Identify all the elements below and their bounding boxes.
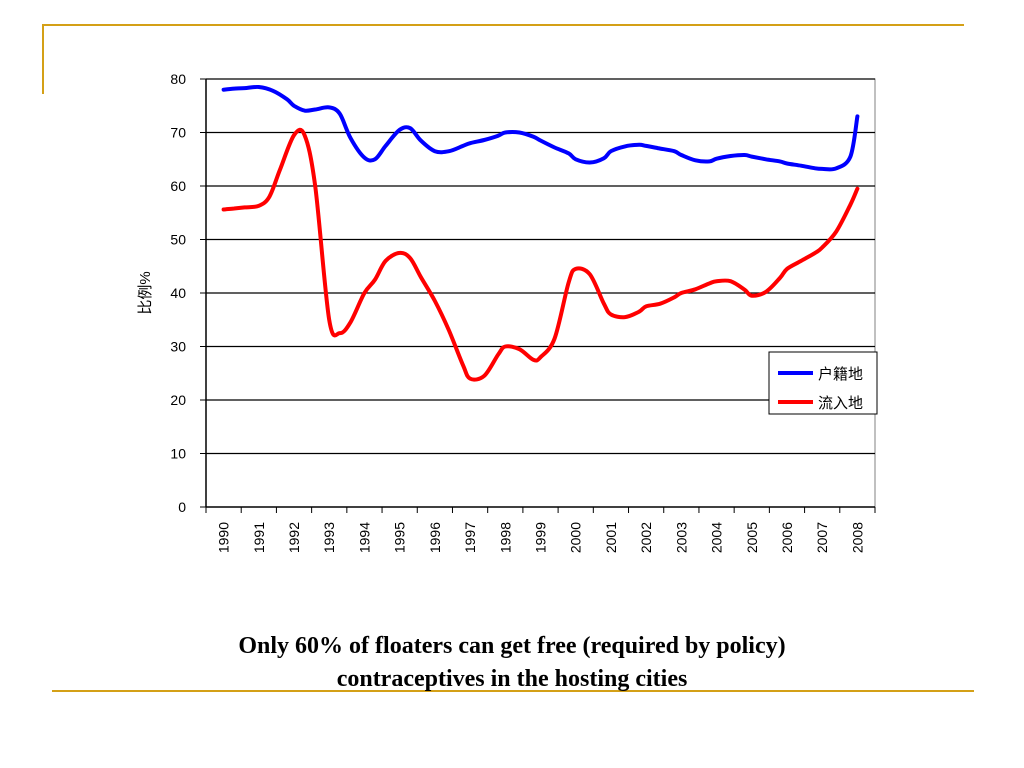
y-axis-label: 比例%: [137, 271, 154, 314]
x-tick-label: 2005: [744, 522, 760, 553]
accent-line-top: [42, 24, 964, 26]
y-tick-label: 30: [170, 339, 186, 355]
x-tick-label: 1999: [533, 522, 549, 553]
y-tick-label: 0: [178, 499, 186, 515]
legend-label-2: 流入地: [818, 395, 863, 412]
y-tick-label: 60: [170, 178, 186, 194]
x-tick-label: 1997: [462, 522, 478, 553]
series-line-2: [221, 127, 860, 382]
legend-label-1: 户籍地: [818, 366, 863, 383]
x-tick-label: 2000: [568, 522, 584, 553]
x-tick-label: 1995: [392, 522, 408, 553]
x-tick-label: 1996: [427, 522, 443, 553]
y-tick-label: 40: [170, 285, 186, 301]
accent-line-bottom: [52, 690, 974, 692]
x-tick-label: 1992: [286, 522, 302, 553]
x-tick-label: 2004: [709, 522, 725, 553]
y-tick-label: 70: [170, 125, 186, 141]
x-tick-label: 2006: [779, 522, 795, 553]
x-tick-label: 2003: [673, 522, 689, 553]
caption-line-1: Only 60% of floaters can get free (requi…: [238, 633, 786, 659]
x-tick-label: 1993: [321, 522, 337, 553]
x-tick-label: 1991: [251, 522, 267, 553]
y-tick-label: 80: [170, 71, 186, 87]
x-tick-label: 1990: [216, 522, 232, 553]
accent-line-left: [42, 24, 44, 94]
y-tick-label: 20: [170, 392, 186, 408]
y-tick-label: 10: [170, 446, 186, 462]
x-tick-label: 1994: [356, 522, 372, 553]
x-tick-label: 2008: [849, 522, 865, 553]
x-tick-label: 1998: [497, 522, 513, 553]
series-lines: [221, 84, 860, 382]
series-line-1: [221, 84, 860, 172]
x-ticks: 1990 1991 1992 1993 1994 1995 1996 1997 1998 1999…: [205, 507, 876, 553]
y-ticks: 0 10 20 30 40 50 60 70 80: [170, 71, 206, 515]
y-tick-label: 50: [170, 232, 186, 248]
x-tick-label: 2001: [603, 522, 619, 553]
x-tick-label: 2007: [814, 522, 830, 553]
caption-line-2: contraceptives in the hosting cities: [336, 666, 688, 692]
x-tick-label: 2002: [638, 522, 654, 553]
slide-caption: Only 60% of floaters can get free (requi…: [0, 630, 1024, 696]
